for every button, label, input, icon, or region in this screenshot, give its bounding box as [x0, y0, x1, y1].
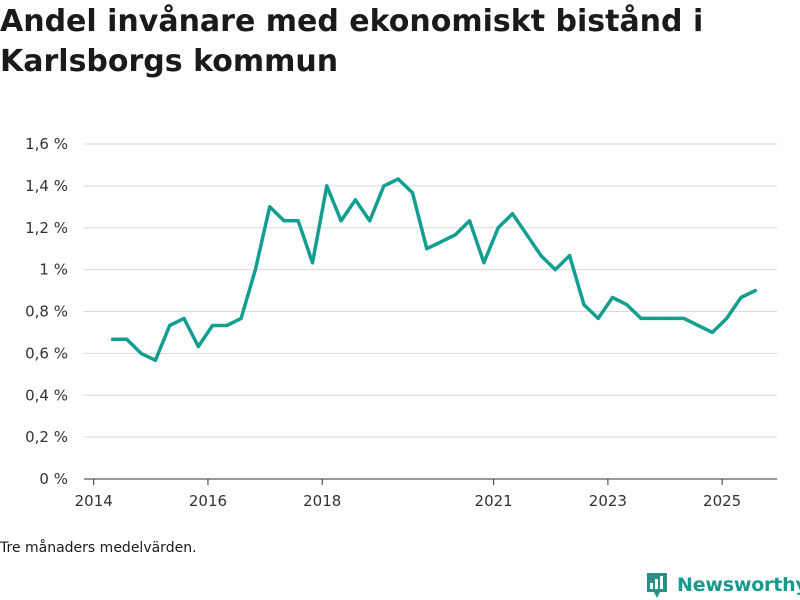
data-point — [368, 219, 372, 223]
data-point — [282, 219, 286, 223]
y-axis-labels: 0 % 0,2 % 0,4 % 0,6 % 0,8 % 1 % 1,2 % 1,4 % 1,6 … — [25, 135, 68, 488]
data-point — [296, 219, 300, 223]
y-tick-label: 0 % — [39, 470, 68, 488]
data-point — [696, 323, 700, 328]
data-point — [539, 254, 543, 258]
x-tick-label: 2016 — [189, 492, 227, 510]
data-point — [268, 205, 272, 209]
data-point — [225, 323, 229, 328]
data-point — [482, 261, 486, 265]
data-point — [582, 303, 586, 307]
y-tick-label: 1 % — [39, 261, 68, 279]
x-tick-label: 2014 — [75, 492, 113, 510]
x-tick-label: 2025 — [703, 492, 741, 510]
data-point — [353, 198, 357, 202]
y-tick-label: 1,4 % — [25, 177, 68, 195]
series-layer — [110, 177, 758, 363]
data-point — [568, 254, 572, 258]
data-point — [153, 358, 157, 362]
data-point — [182, 316, 186, 320]
data-point — [139, 351, 143, 355]
data-point — [739, 295, 743, 300]
data-point — [668, 316, 672, 320]
newsworthy-logo-icon — [647, 573, 667, 598]
data-point — [325, 184, 329, 188]
data-point — [525, 233, 529, 237]
data-point — [453, 233, 457, 237]
x-tick-label: 2021 — [475, 492, 513, 510]
y-tick-label: 1,6 % — [25, 135, 68, 153]
y-tick-label: 0,2 % — [25, 428, 68, 446]
data-point — [125, 337, 129, 341]
data-point — [653, 316, 657, 320]
data-point — [510, 212, 515, 216]
y-tick-label: 0,8 % — [25, 303, 68, 321]
data-point — [468, 219, 472, 223]
data-point — [382, 184, 386, 188]
y-tick-label: 0,4 % — [25, 386, 68, 404]
data-point — [168, 323, 172, 328]
data-point — [396, 177, 400, 181]
x-axis: 2014 2016 2018 2021 2023 2025 — [75, 478, 777, 510]
data-point — [111, 337, 115, 341]
newsworthy-logo[interactable]: Newsworthy — [645, 570, 800, 600]
x-tick-label: 2018 — [303, 492, 341, 510]
x-tick-label: 2023 — [589, 492, 627, 510]
data-point — [625, 303, 629, 307]
data-point — [682, 316, 686, 320]
footnote: Tre månaders medelvärden. — [0, 540, 197, 556]
data-point — [253, 268, 257, 272]
data-point — [425, 247, 429, 251]
gridlines — [84, 143, 777, 438]
data-point — [210, 323, 215, 328]
brand-name: Newsworthy — [677, 574, 800, 596]
data-point — [753, 289, 757, 293]
data-point — [196, 344, 200, 349]
data-point — [339, 219, 343, 223]
data-point — [725, 316, 729, 320]
data-point — [639, 316, 643, 320]
data-point — [410, 191, 415, 195]
data-point — [310, 261, 315, 265]
data-point — [496, 226, 500, 230]
series-line — [110, 177, 758, 363]
data-point — [439, 240, 443, 244]
data-point — [610, 295, 615, 300]
chart-title: Andel invånare med ekonomiskt bistånd i … — [0, 4, 704, 79]
data-point — [710, 330, 715, 334]
y-tick-label: 0,6 % — [25, 344, 68, 362]
y-tick-label: 1,2 % — [25, 219, 68, 237]
data-point — [596, 316, 600, 320]
data-point — [553, 268, 557, 272]
data-point — [239, 316, 243, 320]
